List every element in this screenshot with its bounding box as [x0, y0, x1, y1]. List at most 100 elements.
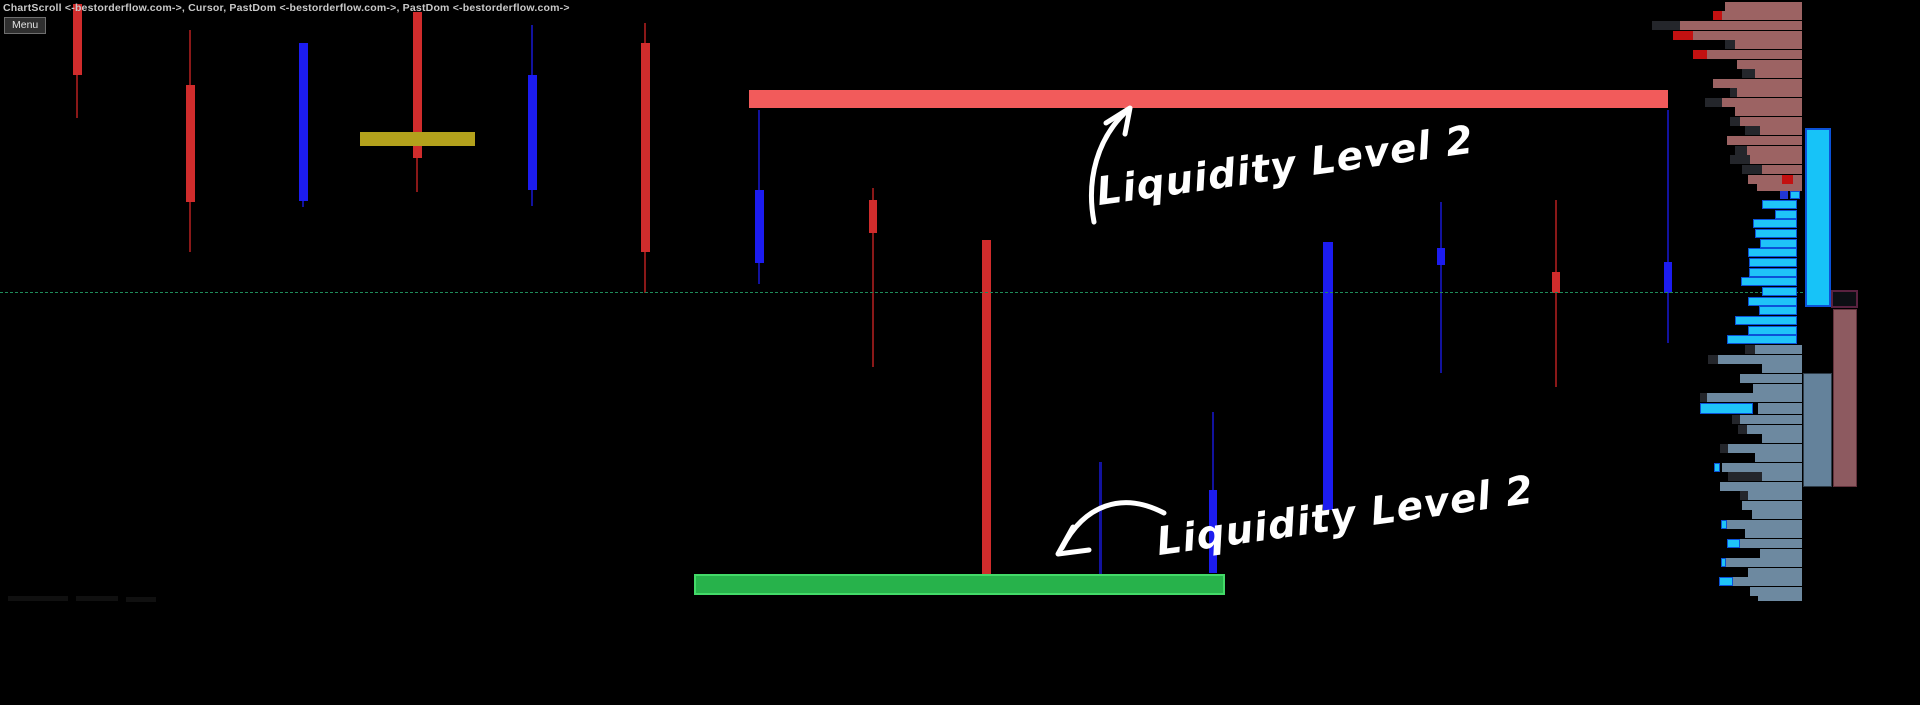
dom-row-segment — [1748, 297, 1797, 306]
dom-row-segment — [1737, 60, 1802, 69]
dom-bar-maroon — [1833, 309, 1857, 487]
dom-row-segment — [1740, 117, 1802, 126]
dom-row-segment — [1693, 31, 1802, 40]
dom-row-segment — [1760, 239, 1797, 248]
dom-row-segment — [1725, 40, 1735, 49]
dom-row-segment — [1745, 126, 1760, 135]
dom-row-segment — [1726, 558, 1802, 567]
dom-row-segment — [1735, 40, 1802, 49]
dom-row-segment — [1760, 126, 1802, 135]
dom-row-segment — [1755, 69, 1802, 78]
dom-row-segment — [1762, 200, 1797, 209]
candle — [299, 43, 308, 201]
candle — [755, 190, 764, 263]
dom-row-segment — [1748, 568, 1802, 577]
dom-row-segment — [1740, 491, 1748, 500]
candle — [1437, 248, 1445, 265]
dom-row-segment — [1700, 403, 1753, 414]
dom-row-segment — [1749, 258, 1797, 267]
dom-row-segment — [1762, 364, 1802, 373]
liquidity-level-2-upper — [749, 90, 1668, 108]
dom-row-segment — [1730, 88, 1737, 97]
dom-row-segment — [1750, 587, 1802, 596]
dom-row-segment — [1748, 326, 1797, 335]
dom-row-segment — [1755, 229, 1797, 238]
dom-row-segment — [1740, 539, 1802, 548]
dom-row-segment — [1652, 21, 1680, 30]
dom-row-segment — [1721, 558, 1726, 567]
dom-row-segment — [1755, 453, 1802, 462]
dom-row-segment — [1735, 316, 1797, 325]
menu-button[interactable]: Menu — [4, 17, 47, 34]
dom-row-segment — [1750, 155, 1802, 164]
candle-wick — [872, 188, 874, 367]
dom-row-segment — [1705, 98, 1722, 107]
dom-row-segment — [1755, 345, 1802, 354]
dom-bar-slate — [1803, 373, 1832, 487]
dom-row-segment — [1753, 219, 1797, 228]
dom-row-segment — [1733, 577, 1802, 586]
doji-marker — [360, 132, 475, 146]
dom-row-segment — [1728, 444, 1802, 453]
dom-row-segment — [1730, 155, 1750, 164]
dom-row-segment — [1727, 335, 1797, 344]
candle — [1552, 272, 1560, 293]
dom-row-segment — [1730, 117, 1740, 126]
dom-row-segment — [1742, 501, 1802, 510]
candle-wick — [1667, 110, 1669, 343]
dom-row-segment — [1727, 136, 1802, 145]
candle — [73, 4, 82, 75]
candle — [1664, 262, 1672, 293]
watermark-mark — [76, 596, 118, 601]
dom-row-segment — [1757, 184, 1802, 191]
dom-row-segment — [1758, 403, 1802, 414]
dom-row-segment — [1775, 210, 1797, 219]
dom-row-segment — [1735, 107, 1802, 116]
dom-bar-darkbox — [1831, 290, 1858, 308]
dom-row-segment — [1745, 345, 1755, 354]
dom-row-segment — [1745, 529, 1802, 538]
dom-row-segment — [1722, 11, 1802, 20]
dom-row-segment — [1753, 384, 1802, 393]
dom-row-segment — [1738, 425, 1747, 434]
dom-row-segment — [1762, 165, 1802, 174]
dom-row-segment — [1693, 50, 1707, 59]
dom-row-segment — [1747, 425, 1802, 434]
candle-wick — [1555, 200, 1557, 387]
dom-row-segment — [1762, 287, 1797, 296]
candle-wick — [1099, 462, 1102, 577]
dom-row-segment — [1748, 491, 1802, 500]
dom-row-segment — [1740, 374, 1802, 383]
candle — [641, 43, 650, 252]
candle — [1209, 490, 1217, 573]
dom-row-segment — [1741, 277, 1797, 286]
watermark-mark — [8, 596, 68, 601]
dom-bar-cyan — [1805, 128, 1831, 307]
dom-row-segment — [1708, 355, 1718, 364]
dom-row-segment — [1740, 415, 1802, 424]
dom-row-segment — [1713, 11, 1722, 20]
dom-row-segment — [1728, 472, 1762, 481]
dom-row-segment — [1720, 482, 1802, 491]
candle — [869, 200, 877, 233]
dom-row-segment — [1680, 21, 1802, 30]
dom-row-segment — [1742, 69, 1755, 78]
dom-row-segment — [1762, 472, 1802, 481]
dom-row-segment — [1713, 79, 1802, 88]
dom-row-segment — [1714, 463, 1720, 472]
dom-row-segment — [1762, 434, 1802, 443]
dom-row-segment — [1748, 175, 1782, 184]
dom-row-segment — [1793, 175, 1802, 184]
dom-row-segment — [1749, 268, 1797, 277]
dom-row-segment — [1725, 2, 1802, 11]
dom-row-segment — [1780, 191, 1788, 199]
dom-row-segment — [1735, 146, 1747, 155]
candle — [413, 12, 422, 158]
dom-row-segment — [1707, 393, 1802, 402]
window-title: ChartScroll <-bestorderflow.com->, Curso… — [3, 2, 570, 14]
candle — [186, 85, 195, 202]
candle — [1323, 242, 1333, 510]
price-line — [0, 292, 1858, 293]
dom-row-segment — [1732, 415, 1740, 424]
